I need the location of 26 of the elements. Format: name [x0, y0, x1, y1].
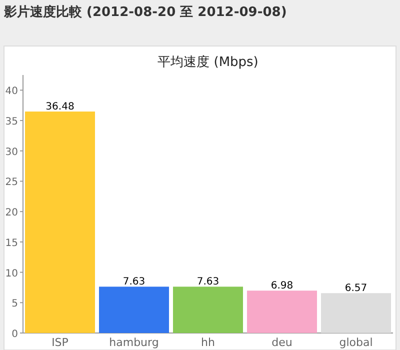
y-tick-label: 10	[5, 268, 18, 280]
y-tick-label: 20	[5, 208, 18, 219]
chart-subtitle: 平均速度 (Mbps)	[158, 54, 258, 70]
x-tick-label: ISP	[52, 336, 69, 349]
bar	[321, 293, 391, 333]
y-tick-label: 30	[5, 146, 18, 158]
x-tick-label: hamburg	[109, 336, 159, 349]
y-tick-label: 15	[5, 238, 18, 249]
y-tick-label: 25	[5, 177, 18, 188]
data-label: 6.57	[344, 283, 368, 294]
y-tick-label: 35	[5, 116, 18, 128]
bar	[25, 112, 95, 333]
data-label: 36.48	[46, 102, 74, 113]
data-label: 6.98	[270, 280, 294, 292]
bar	[247, 290, 317, 333]
chart-title: 影片速度比較 (2012-08-20 至 2012-09-08)	[3, 4, 287, 20]
x-tick-label: deu	[272, 336, 292, 349]
y-tick-label: 40	[5, 86, 18, 98]
x-tick-label: hh	[201, 336, 215, 349]
bar	[173, 286, 243, 333]
y-tick-label: 5	[12, 298, 18, 310]
data-label: 7.63	[196, 276, 220, 288]
y-tick-label: 0	[12, 329, 18, 340]
bar	[99, 286, 169, 333]
x-tick-label: global	[339, 336, 373, 349]
data-label: 7.63	[122, 276, 146, 288]
